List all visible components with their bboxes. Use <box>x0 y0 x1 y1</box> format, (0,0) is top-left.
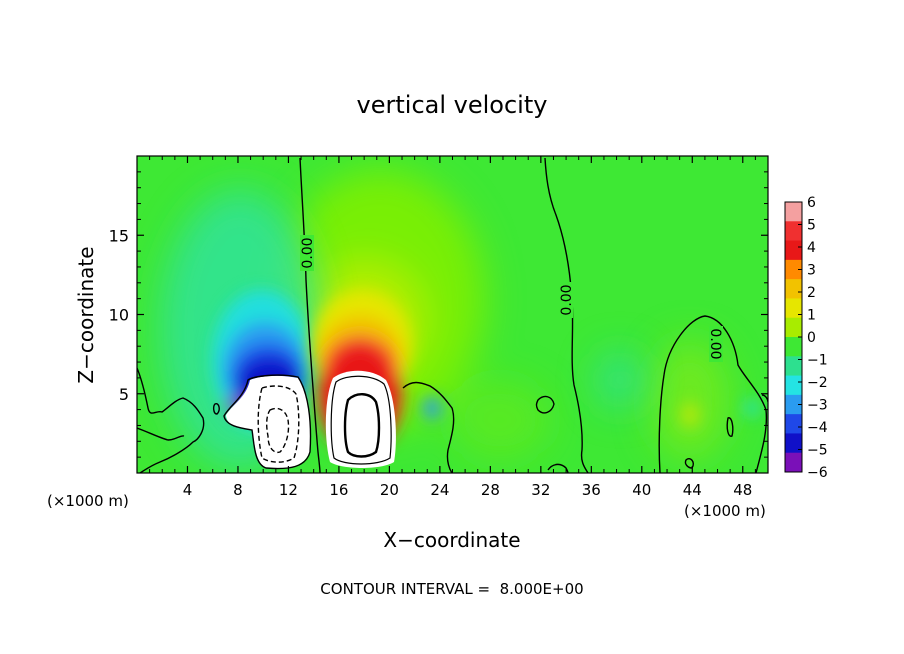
y-tick-label: 10 <box>109 306 129 325</box>
x-tick-label: 40 <box>632 481 651 499</box>
x-tick-label: 12 <box>279 481 298 499</box>
zero-contour-west <box>299 157 321 473</box>
colorbar-label: 5 <box>807 218 816 234</box>
colorbar-label: 1 <box>807 308 816 324</box>
chart-title: vertical velocity <box>357 91 548 119</box>
colorbar-label: 0 <box>807 330 816 346</box>
low-level-contour-west-2 <box>137 427 185 441</box>
colorbar-segment <box>785 279 802 299</box>
updraft-core <box>325 370 396 468</box>
contour-lines <box>137 157 768 473</box>
colorbar-segment <box>785 356 802 377</box>
colorbar-segment <box>785 259 802 280</box>
colorbar-label: 2 <box>807 285 816 301</box>
colorbar-segment <box>785 433 802 454</box>
x-tick-label: 20 <box>380 481 399 499</box>
colorbar-segment <box>785 202 802 222</box>
y-tick-label: 15 <box>109 226 129 245</box>
colorbar-segment <box>785 298 802 319</box>
x-tick-label: 4 <box>183 481 193 499</box>
colorbar-label: 4 <box>807 240 816 256</box>
y-tick-label: 5 <box>119 385 129 404</box>
low-level-contour-central <box>402 381 455 473</box>
colorbar-segment <box>785 452 802 473</box>
updraft-outer-contour <box>330 375 392 465</box>
colorbar-label: −2 <box>807 375 828 391</box>
x-unit-left: (×1000 m) <box>47 492 129 510</box>
colorbar-label: 3 <box>807 263 816 279</box>
colorbar: 6 5 4 3 2 1 0 −1 −2 −3 −4 −5 −6 <box>784 195 828 481</box>
x-tick-label: 8 <box>233 481 243 499</box>
colorbar-segment <box>785 414 802 434</box>
small-contour-c <box>726 417 734 437</box>
x-tick-label: 32 <box>531 481 550 499</box>
colorbar-label: −6 <box>807 465 828 481</box>
x-tick-label: 24 <box>430 481 449 499</box>
contour-label-central: 0.00 <box>559 284 575 315</box>
low-level-contour-west <box>137 367 205 473</box>
colorbar-segment <box>785 337 802 357</box>
colorbar-segment <box>785 394 802 415</box>
colorbar-segment <box>785 240 802 261</box>
zero-contour-central <box>544 157 589 473</box>
colorbar-label: 6 <box>807 195 816 211</box>
colorbar-segment <box>785 221 802 242</box>
x-axis: 4 8 12 16 20 24 28 32 36 40 44 48 <box>149 156 756 499</box>
small-contour-b <box>212 403 220 415</box>
plot-area: 0.00 0.00 0.00 <box>137 156 768 473</box>
x-unit-right: (×1000 m) <box>684 502 766 520</box>
x-tick-label: 16 <box>329 481 348 499</box>
contour-interval-note: CONTOUR INTERVAL = 8.000E+00 <box>320 580 583 598</box>
colorbar-label: −1 <box>807 353 828 369</box>
x-tick-label: 48 <box>733 481 752 499</box>
updraft-inner-contour <box>343 393 381 458</box>
downdraft-inner-contour <box>257 385 300 463</box>
x-tick-label: 44 <box>683 481 702 499</box>
x-tick-label: 28 <box>481 481 500 499</box>
small-contour-a <box>535 395 555 414</box>
colorbar-segment <box>785 317 802 338</box>
contour-label-east: 0.00 <box>707 328 723 359</box>
downdraft-outer-contour <box>223 374 312 470</box>
downdraft-core <box>226 375 311 469</box>
contour-label-west: 0.00 <box>300 237 316 268</box>
x-axis-label: X−coordinate <box>383 528 520 552</box>
colorbar-segment <box>785 375 802 396</box>
y-axis: 5 10 15 <box>109 171 768 458</box>
colorbar-label: −3 <box>807 398 828 414</box>
y-axis-label: Z−coordinate <box>74 246 98 383</box>
contour-labels: 0.00 0.00 0.00 <box>300 235 723 362</box>
colorbar-label: −5 <box>807 443 828 459</box>
colorbar-label: −4 <box>807 420 828 436</box>
downdraft-innermost-contour <box>265 407 290 454</box>
x-tick-label: 36 <box>582 481 601 499</box>
